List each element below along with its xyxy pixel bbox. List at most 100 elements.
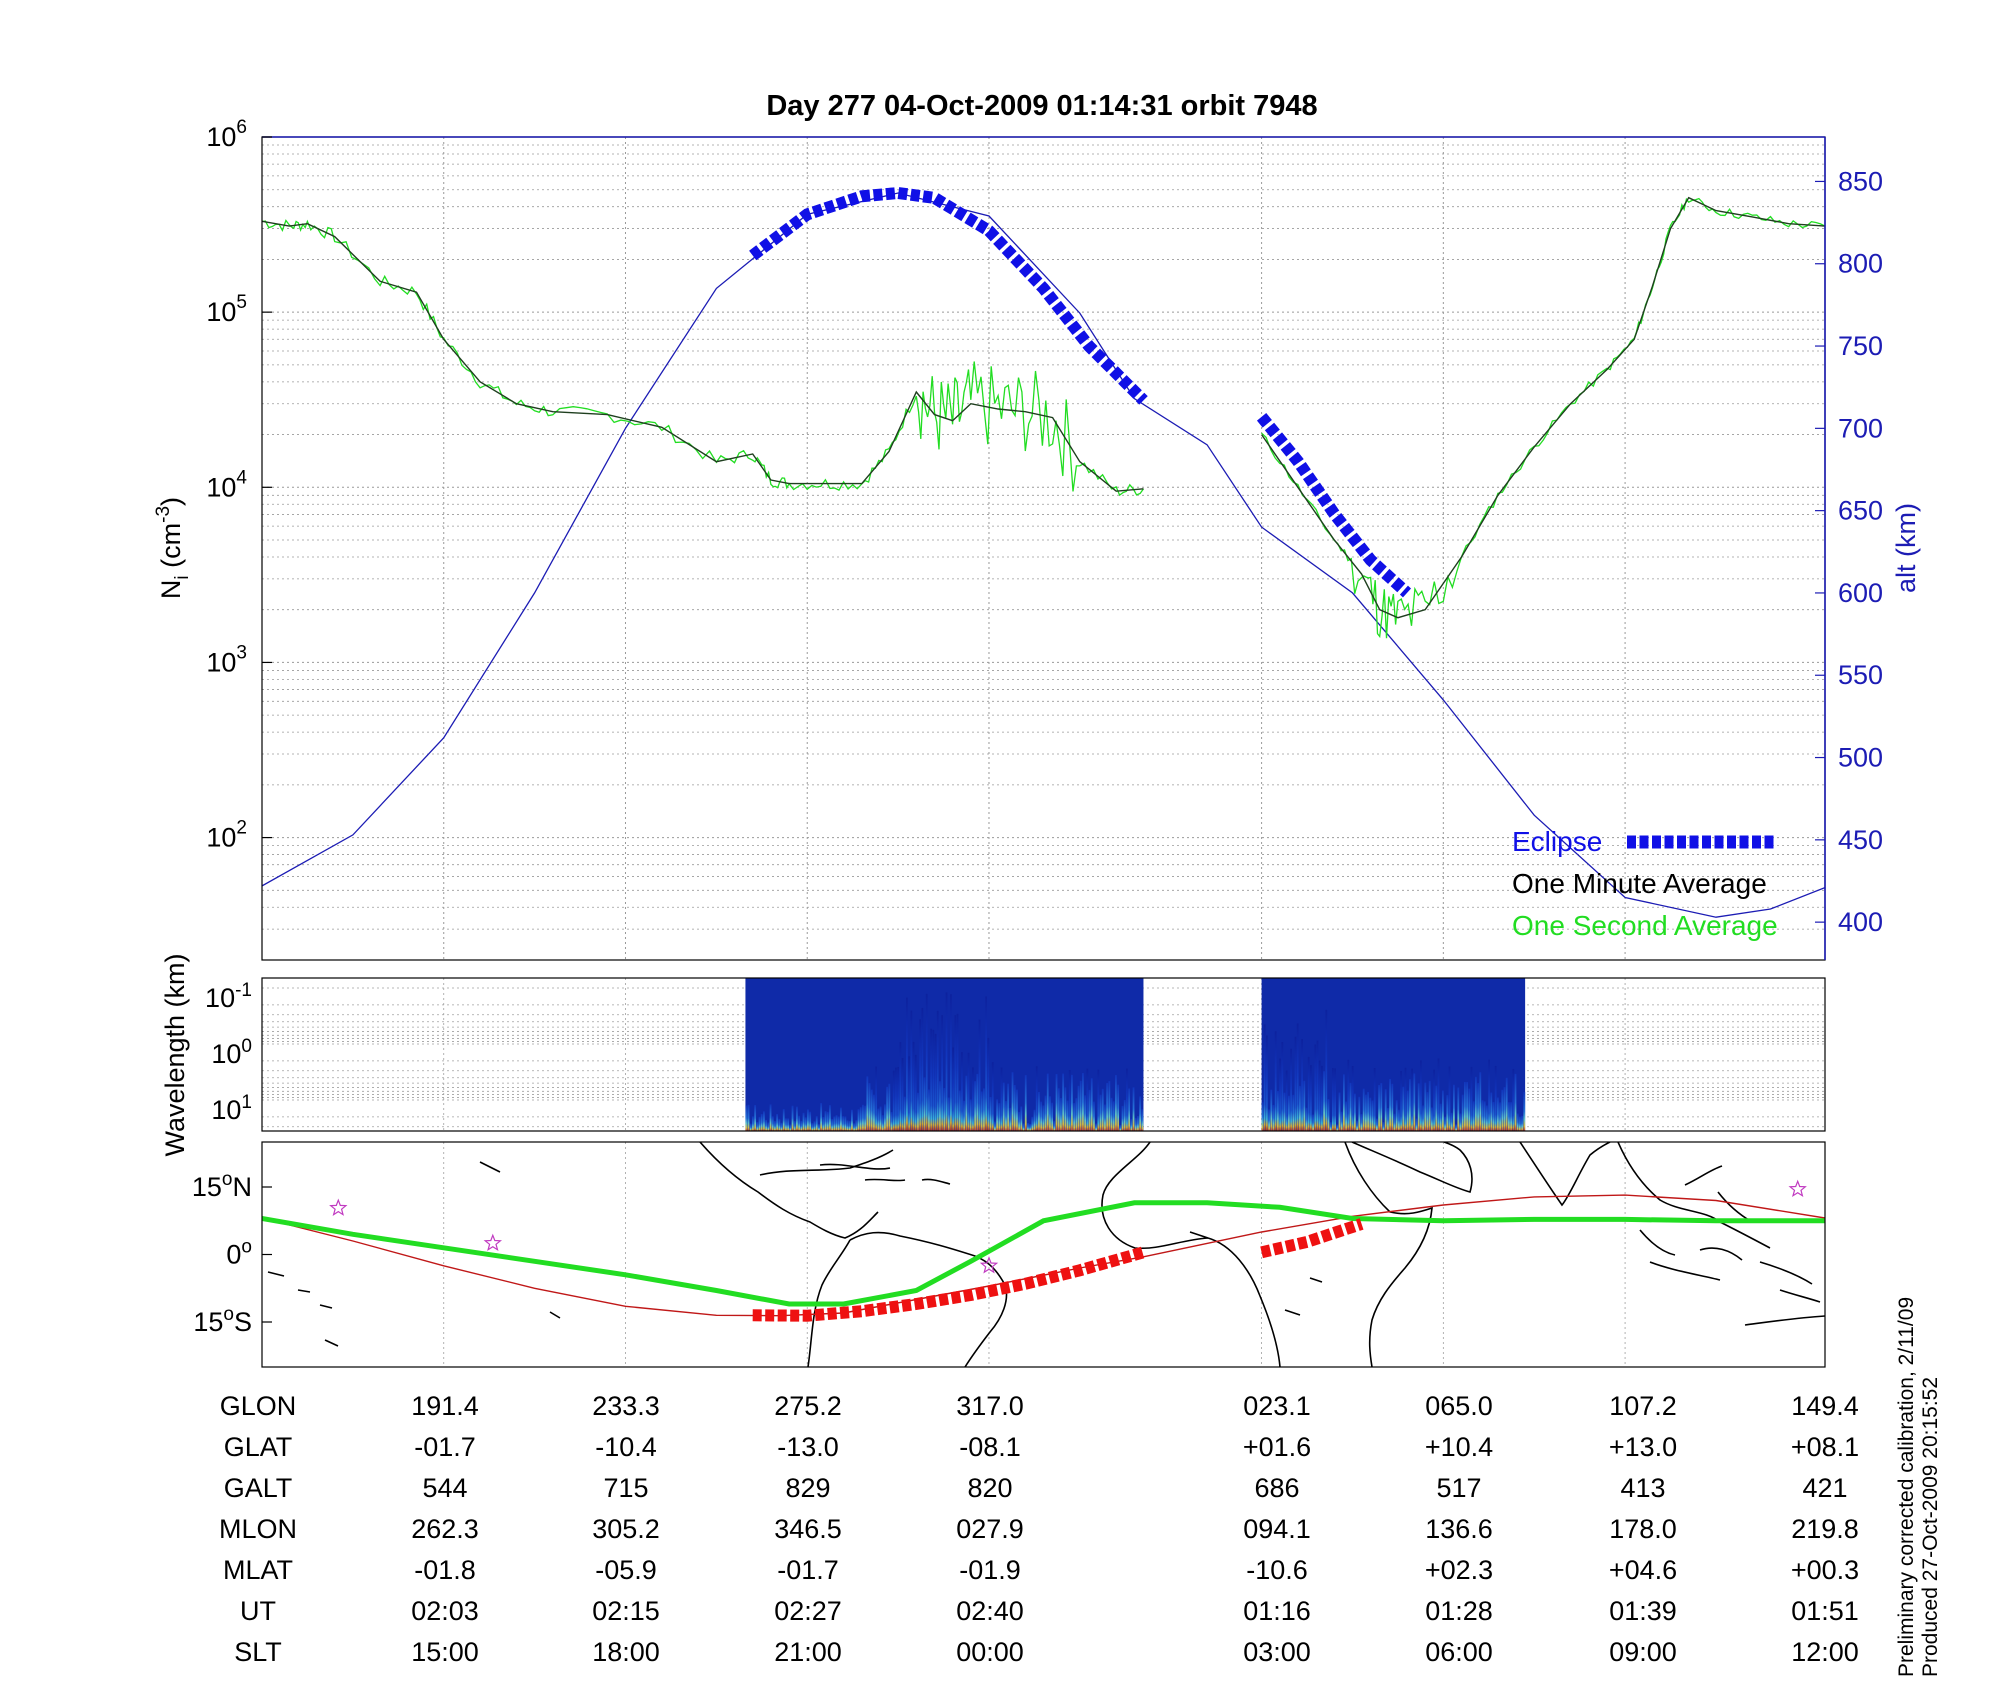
spectrogram-column xyxy=(1325,1009,1328,1131)
spectrogram-column xyxy=(807,1109,809,1131)
spectrogram-column xyxy=(952,1047,955,1131)
spectrogram-block-1 xyxy=(1261,978,1526,1131)
spectrogram-column xyxy=(888,1083,891,1131)
spectrogram-column xyxy=(1389,1078,1391,1131)
spectrogram-column xyxy=(1042,1105,1045,1131)
svg-text:100: 100 xyxy=(211,1036,252,1069)
table-cell: 686 xyxy=(1254,1473,1299,1503)
spectrogram-column xyxy=(1444,1116,1446,1131)
ytick-right-4: 600 xyxy=(1838,578,1883,608)
spectrogram-column xyxy=(899,1042,902,1131)
spectrogram-column xyxy=(925,993,928,1131)
spectrogram-column xyxy=(1439,1103,1442,1131)
spectrogram-column xyxy=(1411,1068,1413,1131)
spectrogram-column xyxy=(1088,1089,1091,1131)
spectrogram-column xyxy=(1272,1104,1275,1131)
spectrogram-column xyxy=(1492,1101,1495,1131)
table-row-label-mlon: MLON xyxy=(219,1514,297,1544)
spectrogram-column xyxy=(1481,1100,1484,1131)
spectrogram-column xyxy=(1327,1099,1330,1131)
spectrogram-column xyxy=(1024,1075,1027,1131)
spectrogram-column xyxy=(752,1116,754,1131)
footnote-produced: Produced 27-Oct-2009 20:15:52 xyxy=(1919,1377,1942,1677)
spectrogram-column xyxy=(914,1054,917,1131)
table-cell: -01.7 xyxy=(777,1555,839,1585)
spectrogram-column xyxy=(921,1007,924,1131)
spectrogram-column xyxy=(1110,1097,1113,1131)
spectrogram-column xyxy=(1393,1113,1396,1131)
table-cell: 03:00 xyxy=(1243,1637,1311,1667)
spectrogram-column xyxy=(833,1116,836,1131)
spectrogram-column xyxy=(1279,1058,1281,1131)
ytick-left-base: 10 xyxy=(206,472,236,502)
spectrogram-column xyxy=(1501,1089,1504,1131)
svg-text:Ni (cm-3): Ni (cm-3) xyxy=(153,497,193,599)
spectrogram-column xyxy=(956,1013,959,1131)
spectrogram-column xyxy=(1079,1080,1082,1131)
spectrogram-column xyxy=(769,1104,772,1131)
spectrogram-column xyxy=(747,1104,750,1131)
map-ytick-2: 15oS xyxy=(193,1304,252,1337)
table-cell: 01:39 xyxy=(1609,1596,1677,1626)
spectrogram-column xyxy=(829,1105,831,1131)
spectrogram-yticks: 10-1 100 101 xyxy=(205,980,252,1125)
spectrogram-column xyxy=(1104,1104,1106,1131)
spectrogram-column xyxy=(974,1081,977,1131)
map-ytick-degree: o xyxy=(222,1169,233,1190)
spectrogram-column xyxy=(1016,1089,1018,1131)
spectrogram-column xyxy=(1496,1097,1499,1131)
spectrogram-column xyxy=(945,992,948,1131)
ytick-left-exp: 6 xyxy=(236,117,247,138)
spectrogram-ylabel: Wavelength (km) xyxy=(160,953,190,1156)
ytick-left-0: 102 xyxy=(206,818,247,853)
spectrogram-column xyxy=(1296,1023,1299,1131)
ytick-left-exp: 3 xyxy=(236,642,247,663)
spectrogram-column xyxy=(1505,1077,1508,1131)
spectrogram-column xyxy=(765,1119,768,1131)
spectrogram-column xyxy=(1038,1091,1040,1131)
spectrogram-column xyxy=(1005,1100,1007,1131)
spectrogram-column xyxy=(1020,1106,1023,1131)
spectrogram-column xyxy=(1461,1094,1464,1131)
spectrogram-column xyxy=(778,1118,781,1131)
spectrogram-column xyxy=(826,1111,829,1131)
spectrogram-column xyxy=(972,1067,974,1131)
table-cell: 02:40 xyxy=(956,1596,1024,1626)
spectrogram-column xyxy=(1281,1041,1284,1131)
spectrogram-column xyxy=(1521,1115,1523,1131)
spectrogram-column xyxy=(1283,1092,1286,1131)
ytick-left-exp: 5 xyxy=(236,292,247,313)
spectrogram-column xyxy=(1029,1123,1032,1131)
spectrogram-column xyxy=(1261,1102,1264,1131)
spectrogram-column xyxy=(1474,1076,1477,1131)
ytick-left-3: 105 xyxy=(206,292,247,327)
table-cell: 02:27 xyxy=(774,1596,842,1626)
spectrogram-column xyxy=(818,1124,820,1131)
spectrogram-column xyxy=(1123,1099,1126,1131)
spectrogram-column xyxy=(873,1094,875,1131)
coastlines xyxy=(267,1142,1825,1367)
spectrogram-column xyxy=(776,1114,779,1131)
spectrogram-column xyxy=(758,1116,761,1131)
spectrogram-column xyxy=(890,1111,893,1131)
right-axis-ticks: 400 450 500 550 600 650 700 750 800 850 xyxy=(1815,166,1883,937)
spectrogram-column xyxy=(1400,1070,1402,1131)
spectrogram-column xyxy=(912,1041,915,1131)
spectrogram-column xyxy=(1316,1040,1319,1131)
spectrogram-column xyxy=(1057,1088,1060,1131)
spectrogram-column xyxy=(1290,1048,1292,1131)
spectrogram-column xyxy=(1518,1116,1521,1131)
spectrogram-column xyxy=(1141,1109,1144,1131)
spectrogram-column xyxy=(1018,1111,1021,1131)
spectrogram-column xyxy=(1479,1072,1482,1131)
table-cell: 421 xyxy=(1802,1473,1847,1503)
spectrogram-column xyxy=(800,1120,803,1131)
spectrogram-column xyxy=(877,1108,880,1131)
spectrogram-column xyxy=(785,1118,787,1131)
legend-eclipse-label: Eclipse xyxy=(1512,826,1602,857)
spectrogram-column xyxy=(958,1090,961,1131)
spectrogram-column xyxy=(1466,1082,1468,1131)
spectrogram-column xyxy=(1402,1086,1405,1131)
table-cell: 02:15 xyxy=(592,1596,660,1626)
